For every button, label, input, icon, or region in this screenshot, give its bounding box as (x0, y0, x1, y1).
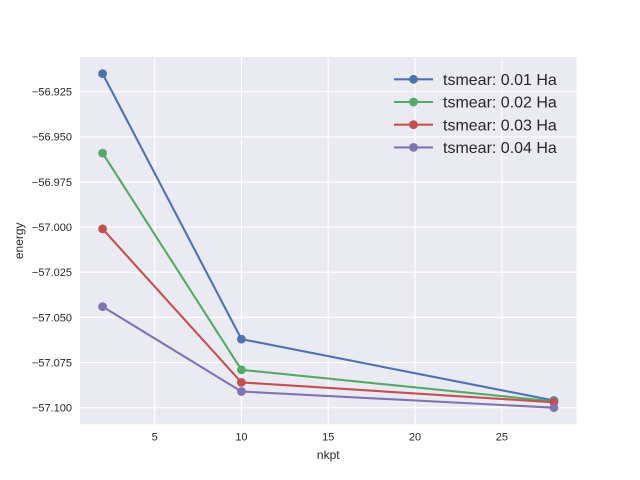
legend-sample-marker-0 (409, 74, 418, 84)
x-tick-label: 15 (322, 432, 334, 444)
y-axis-label: energy (12, 222, 26, 259)
x-tick-label: 20 (409, 432, 421, 444)
legend-sample-marker-1 (409, 97, 418, 107)
data-point-series-0 (98, 69, 107, 78)
data-point-series-2 (98, 224, 107, 234)
y-tick-label: −57.050 (32, 312, 72, 324)
x-tick-label: 25 (496, 432, 508, 444)
y-tick-label: −57.000 (32, 222, 72, 234)
y-tick-label: −57.100 (32, 403, 72, 415)
data-point-series-3 (549, 403, 559, 413)
x-tick-label: 10 (235, 432, 247, 444)
legend-sample-marker-3 (409, 143, 418, 152)
data-point-series-2 (237, 378, 246, 387)
y-tick-label: −56.925 (32, 87, 72, 99)
x-tick-label: 5 (152, 432, 158, 444)
data-point-series-0 (237, 334, 246, 344)
data-point-series-3 (237, 387, 246, 396)
legend-label-1: tsmear: 0.02 Ha (443, 95, 557, 112)
y-tick-label: −57.075 (32, 357, 72, 369)
data-point-series-1 (98, 148, 107, 158)
y-tick-label: −56.950 (32, 132, 72, 144)
y-tick-label: −56.975 (32, 177, 72, 189)
data-point-series-1 (237, 365, 246, 375)
y-tick-label: −57.025 (32, 267, 72, 279)
legend-label-2: tsmear: 0.03 Ha (443, 117, 557, 134)
legend-label-0: tsmear: 0.01 Ha (443, 72, 557, 89)
data-point-series-3 (98, 302, 107, 311)
legend-sample-marker-2 (409, 120, 418, 130)
legend-label-3: tsmear: 0.04 Ha (443, 140, 557, 157)
x-axis-label: nkpt (317, 448, 340, 462)
